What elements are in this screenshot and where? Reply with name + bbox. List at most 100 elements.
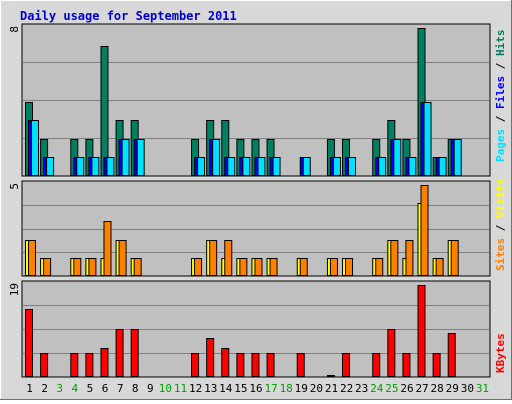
bar-sites <box>269 258 278 276</box>
legend-entry: Sites <box>494 238 507 271</box>
bar-sites <box>420 185 429 276</box>
chart-title: Daily usage for September 2011 <box>20 9 237 23</box>
y-max-label: 19 <box>8 283 21 296</box>
bar-pages <box>272 157 281 176</box>
bar-sites <box>239 258 248 276</box>
x-tick-label: 8 <box>132 382 139 395</box>
bar-kbytes <box>432 353 441 377</box>
x-tick-label: 3 <box>56 382 63 395</box>
legend-visits-sites: Sites / Visits <box>494 178 507 271</box>
x-tick-label: 20 <box>310 382 323 395</box>
x-tick-label: 29 <box>446 382 459 395</box>
bar-pages <box>393 139 402 176</box>
bar-kbytes <box>221 348 230 377</box>
bar-kbytes <box>342 353 351 377</box>
bar-sites <box>133 258 142 276</box>
bar-sites <box>209 240 218 276</box>
bar-sites <box>43 258 52 276</box>
bar-pages <box>46 157 55 176</box>
x-tick-label: 25 <box>385 382 398 395</box>
bar-sites <box>28 240 36 276</box>
legend-entry: Visits <box>494 178 507 218</box>
bar-kbytes <box>115 329 124 377</box>
bar-sites <box>299 258 308 276</box>
legend-entry: Pages <box>494 129 507 162</box>
x-tick-label: 22 <box>340 382 353 395</box>
x-tick-label: 18 <box>280 382 293 395</box>
bar-sites <box>73 258 82 276</box>
bar-sites <box>103 221 112 276</box>
y-max-label: 5 <box>8 183 21 190</box>
bar-pages <box>31 120 39 176</box>
legend-entry: / <box>494 56 507 76</box>
bar-pages <box>227 157 236 176</box>
legend-hits-files-pages: Pages / Files / Hits <box>494 30 507 163</box>
x-tick-label: 12 <box>189 382 202 395</box>
x-tick-label: 10 <box>159 382 172 395</box>
bar-sites <box>345 258 354 276</box>
bar-pages <box>378 157 387 176</box>
x-tick-label: 19 <box>295 382 308 395</box>
x-tick-label: 6 <box>102 382 109 395</box>
x-tick-label: 21 <box>325 382 338 395</box>
x-tick-label: 13 <box>204 382 217 395</box>
bar-sites <box>329 258 338 276</box>
bar-pages <box>302 157 311 176</box>
x-tick-label: 14 <box>219 382 233 395</box>
x-tick-label: 26 <box>400 382 413 395</box>
bar-pages <box>453 139 462 176</box>
bar-pages <box>332 157 341 176</box>
bar-sites <box>118 240 127 276</box>
x-tick-label: 9 <box>147 382 154 395</box>
bar-pages <box>91 157 100 176</box>
bar-kbytes <box>387 329 396 377</box>
bar-sites <box>88 258 97 276</box>
bar-kbytes <box>402 353 411 377</box>
bar-pages <box>121 139 130 176</box>
x-tick-label: 31 <box>476 382 489 395</box>
x-tick-label: 28 <box>431 382 444 395</box>
x-tick-label: 16 <box>249 382 262 395</box>
bar-pages <box>136 139 145 176</box>
bar-pages <box>438 157 447 176</box>
bar-kbytes <box>191 353 200 377</box>
x-tick-label: 24 <box>370 382 384 395</box>
x-tick-label: 7 <box>117 382 124 395</box>
bar-sites <box>450 240 459 276</box>
x-tick-label: 17 <box>264 382 277 395</box>
bar-sites <box>435 258 444 276</box>
bar-sites <box>194 258 203 276</box>
legend-entry: / <box>494 218 507 238</box>
legend-entry: KBytes <box>494 333 507 373</box>
x-tick-label: 15 <box>234 382 247 395</box>
bar-sites <box>375 258 384 276</box>
y-max-label: 8 <box>8 26 21 33</box>
bar-kbytes <box>85 353 94 377</box>
bar-pages <box>106 157 115 176</box>
bar-kbytes <box>236 353 245 377</box>
bar-pages <box>197 157 206 176</box>
bar-kbytes <box>100 348 109 377</box>
bar-kbytes <box>372 353 381 377</box>
legend-kbytes: KBytes <box>494 333 507 373</box>
bar-kbytes <box>417 285 426 377</box>
bar-kbytes <box>40 353 49 377</box>
bar-kbytes <box>206 338 215 377</box>
legend-entry: Files <box>494 76 507 109</box>
x-tick-label: 4 <box>72 382 79 395</box>
bar-kbytes <box>266 353 275 377</box>
bar-kbytes <box>70 353 79 377</box>
x-tick-label: 23 <box>355 382 368 395</box>
x-tick-label: 2 <box>41 382 48 395</box>
bar-kbytes <box>447 333 456 377</box>
x-tick-label: 30 <box>461 382 474 395</box>
bar-sites <box>254 258 263 276</box>
bar-pages <box>257 157 266 176</box>
bar-kbytes <box>130 329 139 377</box>
x-tick-label: 1 <box>26 382 33 395</box>
bar-pages <box>408 157 417 176</box>
bar-pages <box>348 157 357 176</box>
bar-sites <box>390 240 399 276</box>
bar-sites <box>224 240 233 276</box>
